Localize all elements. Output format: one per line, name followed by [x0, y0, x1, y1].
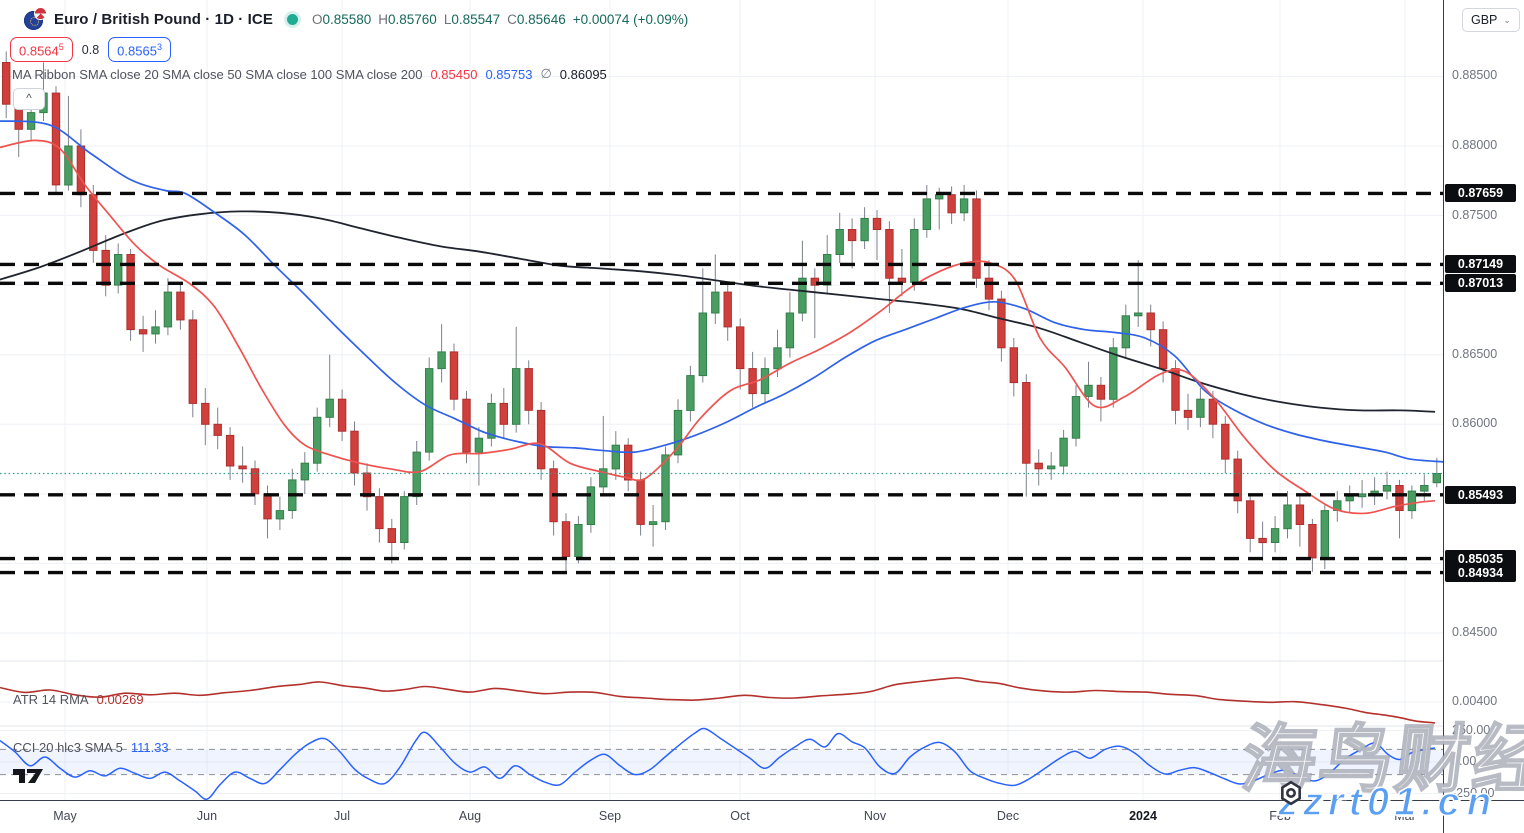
gb-flag-icon [35, 8, 46, 19]
legend-collapse-button[interactable]: ^ [13, 88, 45, 110]
time-axis-label: Jun [196, 809, 218, 823]
currency-label: GBP [1471, 13, 1498, 27]
sr-price-label: 0.84934 [1445, 564, 1516, 582]
sr-price-label: 0.87013 [1445, 274, 1516, 292]
ma-ribbon-legend[interactable]: MA Ribbon SMA close 20 SMA close 50 SMA … [12, 66, 607, 82]
symbol-legend-row: Euro / British Pound · 1D · ICE O0.85580… [24, 8, 688, 30]
ma-ribbon-label: MA Ribbon SMA close 20 SMA close 50 SMA … [12, 66, 423, 82]
cci-axis-label: 250.00 [1452, 723, 1491, 737]
cci-axis-label: 0.00 [1452, 754, 1477, 768]
price-chart-canvas[interactable] [0, 0, 1443, 800]
sma200-value: 0.86095 [559, 66, 607, 82]
sma20-value: 0.85450 [430, 66, 478, 82]
time-axis-label: Feb [1269, 809, 1291, 823]
price-tag-row: 0.85645 0.8 0.85653 [10, 37, 171, 63]
time-axis-label: Mar [1394, 809, 1416, 823]
time-axis-label: Oct [730, 809, 750, 823]
time-axis-label: Nov [863, 809, 887, 823]
currency-dropdown[interactable]: GBP ⌄ [1462, 8, 1520, 32]
open-label: O [311, 11, 323, 27]
time-axis-label: Sep [598, 809, 622, 823]
close-value: 0.85646 [516, 11, 566, 27]
ohlc-values: O0.85580 H0.85760 L0.85547 C0.85646 +0.0… [312, 12, 688, 27]
low-value: 0.85547 [451, 11, 501, 27]
price-axis-label: 0.84500 [1452, 625, 1498, 639]
sr-price-label: 0.87659 [1445, 184, 1516, 202]
atr-legend[interactable]: ATR 14 RMA 0.00269 [13, 692, 144, 707]
price-tag-blue[interactable]: 0.85653 [108, 37, 171, 63]
atr-value: 0.00269 [96, 692, 144, 707]
sma50-value: 0.85753 [485, 66, 533, 82]
price-axis-label: 0.86000 [1452, 416, 1498, 430]
chevron-down-icon: ⌄ [1503, 14, 1511, 25]
cci-value: 111.33 [130, 740, 169, 755]
price-axis-label: 0.86500 [1452, 347, 1498, 361]
close-label: C [507, 11, 517, 27]
sr-price-label: 0.87149 [1445, 255, 1516, 273]
time-axis-label: May [53, 809, 77, 823]
time-axis-border [0, 800, 1524, 801]
sma100-value: ∅ [540, 66, 552, 81]
price-axis-label: 0.87500 [1452, 208, 1498, 222]
cci-legend[interactable]: CCI 20 hlc3 SMA 5 111.33 [13, 740, 169, 755]
time-axis-label: Dec [996, 809, 1020, 823]
sr-price-label: 0.85035 [1445, 550, 1516, 568]
price-axis-border [1443, 0, 1444, 833]
price-axis-label: 0.88500 [1452, 68, 1498, 82]
atr-axis-label: 0.00400 [1452, 694, 1498, 708]
symbol-title[interactable]: Euro / British Pound · 1D · ICE [54, 10, 273, 28]
time-axis-label: Jul [334, 809, 350, 823]
eur-gbp-pair-icon [24, 8, 46, 30]
high-value: 0.85760 [388, 11, 437, 27]
open-value: 0.85580 [322, 11, 372, 27]
price-tag-middle: 0.8 [81, 42, 100, 57]
time-axis-label: Aug [458, 809, 482, 823]
market-open-dot-icon[interactable] [286, 13, 298, 25]
price-axis-label: 0.88000 [1452, 138, 1498, 152]
cci-axis-label: -250.00 [1452, 786, 1495, 800]
time-axis-label: 2024 [1129, 809, 1157, 823]
atr-label: ATR 14 RMA [13, 692, 89, 707]
cci-label: CCI 20 hlc3 SMA 5 [13, 740, 123, 755]
low-label: L [443, 11, 452, 27]
change-value: +0.00074 (+0.09%) [572, 11, 689, 27]
price-tag-red[interactable]: 0.85645 [10, 37, 73, 63]
high-label: H [378, 11, 389, 27]
sr-price-label: 0.85493 [1445, 486, 1516, 504]
